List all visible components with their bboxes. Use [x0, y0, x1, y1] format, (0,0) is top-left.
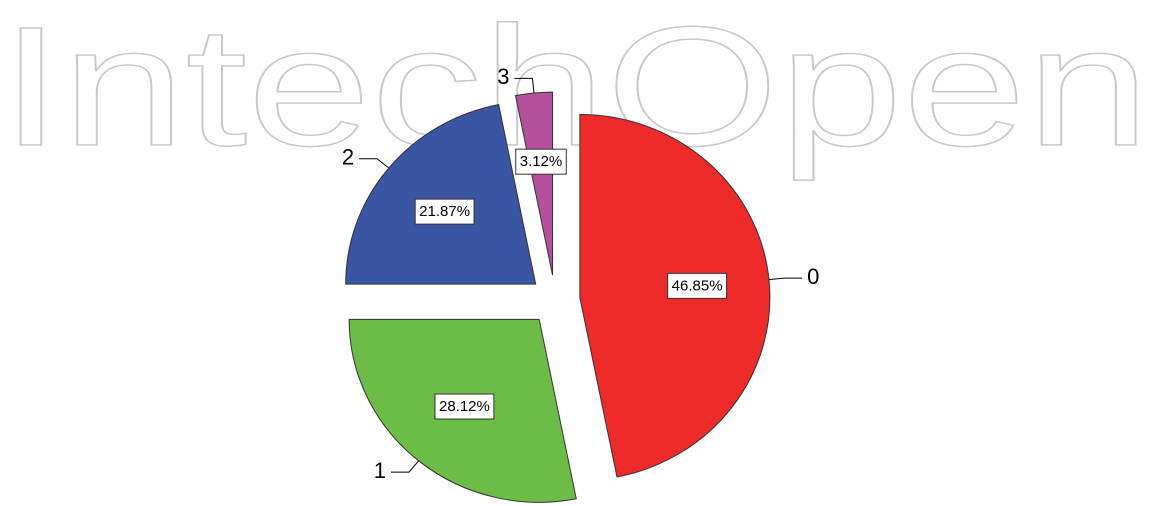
- slice-value-label: 3.12%: [520, 153, 563, 170]
- category-label: 1: [374, 458, 386, 483]
- category-label: 0: [807, 264, 819, 289]
- leader-line: [390, 460, 420, 473]
- leader-line: [768, 277, 803, 281]
- value-label-box: [515, 148, 567, 175]
- slice-value-label: 28.12%: [439, 398, 490, 415]
- slice-value-label: 46.85%: [672, 277, 723, 294]
- pie-slice: [345, 104, 537, 285]
- slice-value-label: 21.87%: [419, 203, 470, 220]
- category-label: 3: [497, 64, 509, 89]
- category-label: 2: [342, 145, 354, 170]
- watermark: IntechOpen: [0, 0, 1150, 182]
- value-label-box: [414, 198, 475, 225]
- value-label-box: [434, 393, 495, 420]
- value-label-box: [667, 272, 728, 299]
- leader-line: [514, 77, 535, 94]
- leader-line: [359, 158, 390, 169]
